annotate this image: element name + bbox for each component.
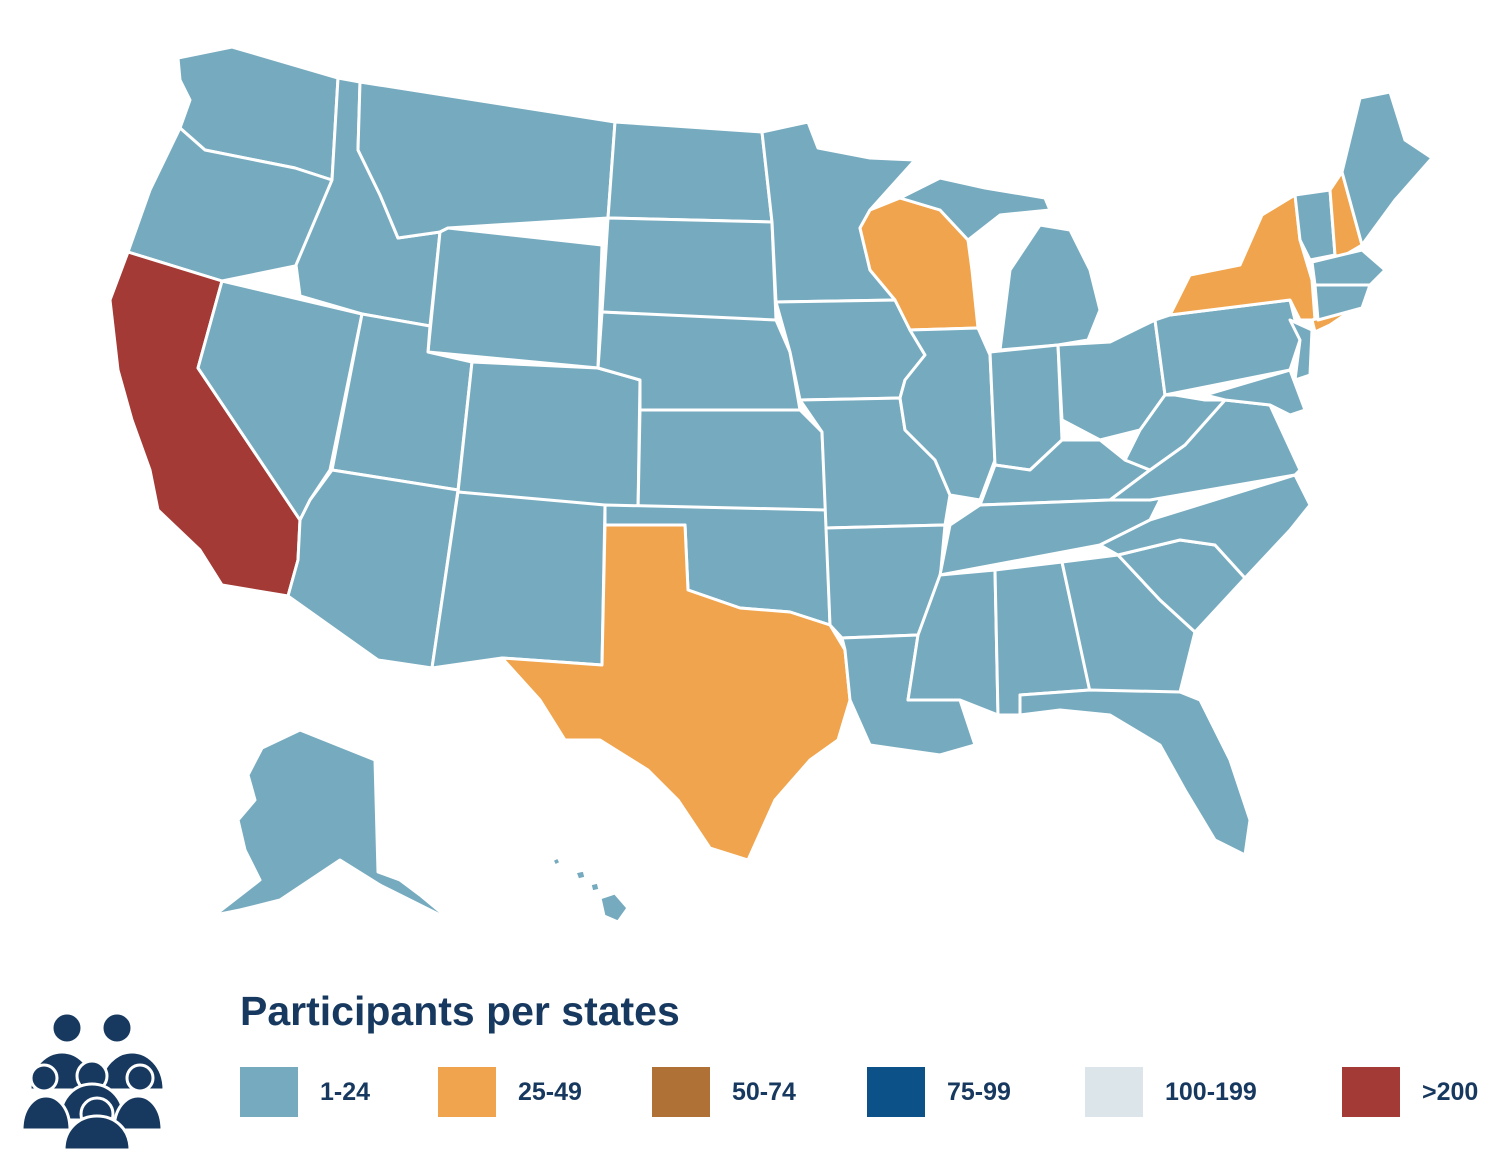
legend-item-75-99: 75-99	[867, 1067, 1011, 1117]
state-wyoming[interactable]	[426, 226, 604, 370]
legend-label: 50-74	[732, 1077, 796, 1106]
legend-items: 1-24 25-49 50-74 75-99 100-199 >200	[240, 1067, 1490, 1119]
state-tennessee[interactable]	[938, 478, 1172, 577]
state-vermont[interactable]	[1293, 188, 1337, 262]
legend-label: 100-199	[1165, 1077, 1257, 1106]
legend-label: 25-49	[518, 1077, 582, 1106]
state-north-carolina[interactable]	[1098, 473, 1312, 580]
state-maine[interactable]	[1340, 90, 1434, 247]
state-michigan[interactable]	[998, 223, 1102, 352]
legend-swatch	[240, 1067, 298, 1117]
state-south-dakota[interactable]	[600, 216, 778, 322]
state-west-virginia[interactable]	[1123, 393, 1227, 472]
legend-item-25-49: 25-49	[438, 1067, 582, 1117]
state-hawaii[interactable]	[598, 891, 630, 924]
legend-swatch	[867, 1067, 925, 1117]
legend-swatch	[652, 1067, 710, 1117]
state-montana[interactable]	[356, 80, 617, 240]
legend-swatch	[438, 1067, 496, 1117]
us-map	[108, 45, 1434, 924]
state-new-jersey[interactable]	[1288, 318, 1314, 382]
state-alaska[interactable]	[213, 728, 452, 922]
legend-item-1-24: 1-24	[240, 1067, 370, 1117]
legend-label: 1-24	[320, 1077, 371, 1106]
state-florida[interactable]	[1018, 688, 1252, 857]
state-massachusetts[interactable]	[1310, 248, 1387, 287]
legend-swatch	[1342, 1067, 1400, 1117]
state-michigan-upper[interactable]	[898, 176, 1052, 242]
state-new-mexico[interactable]	[430, 490, 607, 670]
state-new-york[interactable]	[1168, 193, 1317, 322]
legend-label: 75-99	[947, 1077, 1011, 1106]
legend-item-over-200: >200	[1342, 1067, 1478, 1117]
legend-item-50-74: 50-74	[652, 1067, 796, 1117]
state-north-dakota[interactable]	[606, 120, 774, 224]
state-arizona[interactable]	[286, 468, 460, 670]
legend-item-100-199: 100-199	[1085, 1067, 1257, 1117]
legend-title: Participants per states	[240, 988, 680, 1034]
state-connecticut[interactable]	[1313, 283, 1372, 322]
state-texas[interactable]	[500, 523, 852, 862]
state-kansas[interactable]	[636, 408, 828, 514]
state-maryland[interactable]	[1203, 368, 1307, 417]
state-colorado[interactable]	[456, 360, 642, 514]
legend-swatch	[1085, 1067, 1143, 1117]
state-illinois[interactable]	[898, 326, 997, 502]
legend-label: >200	[1422, 1077, 1479, 1106]
state-hawaii-islands[interactable]	[550, 855, 602, 894]
people-group-icon	[22, 1011, 166, 1150]
